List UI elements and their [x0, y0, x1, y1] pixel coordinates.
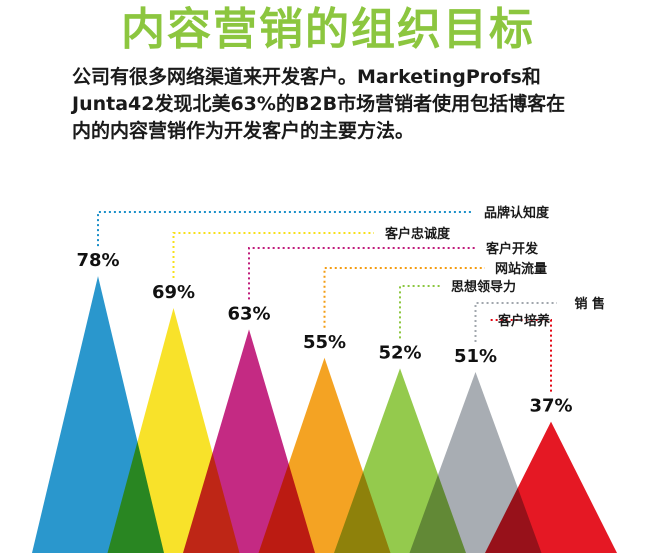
category-label-1: 品牌认知度 — [484, 205, 550, 221]
page-title: 内容营销的组织目标 — [121, 4, 535, 55]
leader-line-7 — [488, 319, 552, 392]
leader-line-3 — [248, 247, 476, 300]
category-label-6: 销 售 — [574, 296, 605, 312]
value-label-2: 69% — [152, 282, 195, 303]
value-label-1: 78% — [76, 250, 119, 271]
intro-line-3: 内的内容营销作为开发客户的主要方法。 — [72, 120, 415, 142]
category-label-2: 客户忠诚度 — [385, 226, 451, 242]
value-label-3: 63% — [227, 303, 270, 324]
intro-paragraph: 公司有很多网络渠道来开发客户。MarketingProfs和 Junta42发现… — [72, 64, 632, 145]
value-label-5: 52% — [378, 342, 421, 363]
value-label-6: 51% — [454, 346, 497, 367]
value-label-7: 37% — [529, 396, 572, 417]
category-label-3: 客户开发 — [486, 241, 539, 257]
value-labels: 78% 69% 63% 55% 52% 51% 37% — [76, 250, 572, 417]
value-label-4: 55% — [303, 332, 346, 353]
triangles — [32, 276, 617, 553]
leader-line-1 — [97, 211, 473, 247]
leader-line-2 — [172, 232, 374, 279]
category-label-7: 客户培养 — [498, 313, 551, 329]
intro-line-2: Junta42发现北美63%的B2B市场营销者使用包括博客在 — [72, 93, 566, 115]
triangle-7 — [485, 421, 617, 553]
category-label-5: 思想领导力 — [451, 279, 516, 295]
category-label-4: 网站流量 — [495, 261, 547, 277]
intro-line-1: 公司有很多网络渠道来开发客户。MarketingProfs和 — [72, 66, 541, 88]
leader-line-4 — [323, 267, 485, 328]
leader-line-5 — [399, 285, 440, 339]
